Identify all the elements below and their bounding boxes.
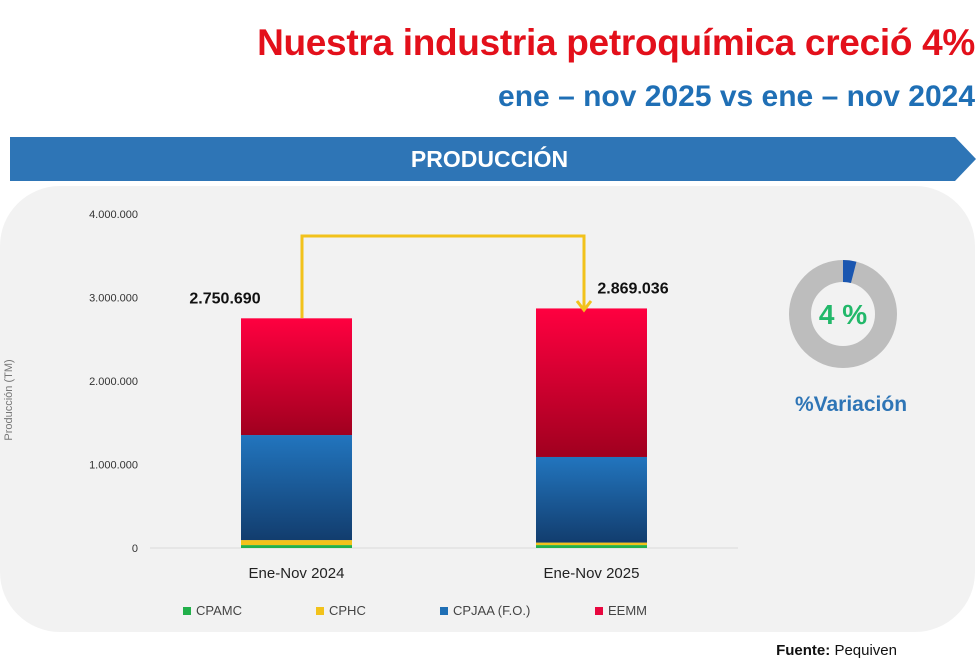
source-label: Fuente:: [776, 642, 831, 659]
legend-label: CPAMC: [196, 603, 242, 618]
y-tick-label: 2.000.000: [89, 376, 138, 388]
bar-segment-cphc: [241, 540, 352, 546]
x-tick-label: Ene-Nov 2025: [544, 565, 640, 582]
y-tick-label: 3.000.000: [89, 293, 138, 305]
banner-arrow: [10, 137, 976, 181]
total-label: 2.750.690: [189, 290, 260, 307]
variation-label: %Variación: [795, 393, 907, 416]
bar-segment-cphc: [536, 542, 647, 546]
legend-label: CPJAA (F.O.): [453, 603, 530, 618]
y-axis-label: Producción (TM): [3, 359, 15, 440]
connector-arrow: [300, 234, 586, 318]
bar-segment-eemm: [536, 308, 647, 457]
legend-swatch-cpamc: [183, 607, 191, 615]
bar-segment-cpamc: [536, 545, 647, 548]
page-subtitle: ene – nov 2025 vs ene – nov 2024: [498, 80, 975, 113]
bar-segment-eemm: [241, 318, 352, 436]
source-value: Pequiven: [834, 642, 897, 659]
x-tick-label: Ene-Nov 2024: [249, 565, 345, 582]
page-title: Nuestra industria petroquímica creció 4%: [257, 22, 975, 63]
legend-label: EEMM: [608, 603, 647, 618]
legend-swatch-cphc: [316, 607, 324, 615]
donut-fill: [842, 260, 857, 284]
y-tick-label: 1.000.000: [89, 460, 138, 472]
bar-segment-cpjaa: [241, 435, 352, 541]
total-label: 2.869.036: [597, 280, 668, 297]
legend-label: CPHC: [329, 603, 366, 618]
bar-segment-cpjaa: [536, 456, 647, 543]
variation-donut: [789, 260, 897, 368]
legend-swatch-cpjaa: [440, 607, 448, 615]
y-tick-label: 4.000.000: [89, 209, 138, 221]
bar-segment-cpamc: [241, 545, 352, 548]
arrow-head-icon: [575, 300, 593, 313]
y-tick-label: 0: [132, 543, 138, 555]
legend-swatch-eemm: [595, 607, 603, 615]
banner-title: PRODUCCIÓN: [410, 146, 569, 172]
source-note: Fuente: Pequiven: [776, 642, 897, 659]
variation-value: 4 %: [819, 299, 867, 330]
chart-panel: [0, 186, 975, 632]
